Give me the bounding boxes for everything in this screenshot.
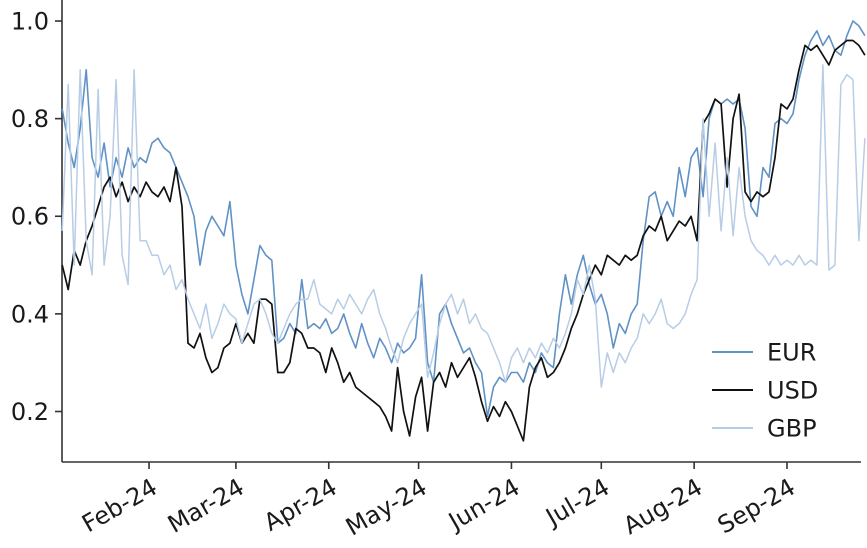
x-tick-label: Sep-24	[713, 473, 800, 539]
series-line-gbp	[61, 64, 866, 388]
series-line-eur	[61, 20, 866, 418]
legend-label-eur: EUR	[767, 338, 816, 366]
y-tick-label: 1.0	[11, 7, 49, 35]
x-tick-label: May-24	[341, 473, 432, 541]
x-tick-label: Aug-24	[619, 473, 708, 540]
x-tick-label: Jun-24	[442, 473, 524, 537]
legend-label-usd: USD	[767, 376, 818, 404]
x-tick-label: Mar-24	[163, 473, 249, 539]
x-tick-label: Apr-24	[259, 473, 342, 537]
x-tick-label: Jul-24	[540, 473, 615, 532]
y-tick-label: 0.4	[11, 300, 49, 328]
y-tick-label: 0.8	[11, 105, 49, 133]
y-tick-label: 0.2	[11, 398, 49, 426]
y-tick-label: 0.6	[11, 203, 49, 231]
legend-label-gbp: GBP	[767, 414, 817, 442]
x-tick-label: Feb-24	[77, 473, 162, 538]
series-line-usd	[61, 39, 866, 442]
